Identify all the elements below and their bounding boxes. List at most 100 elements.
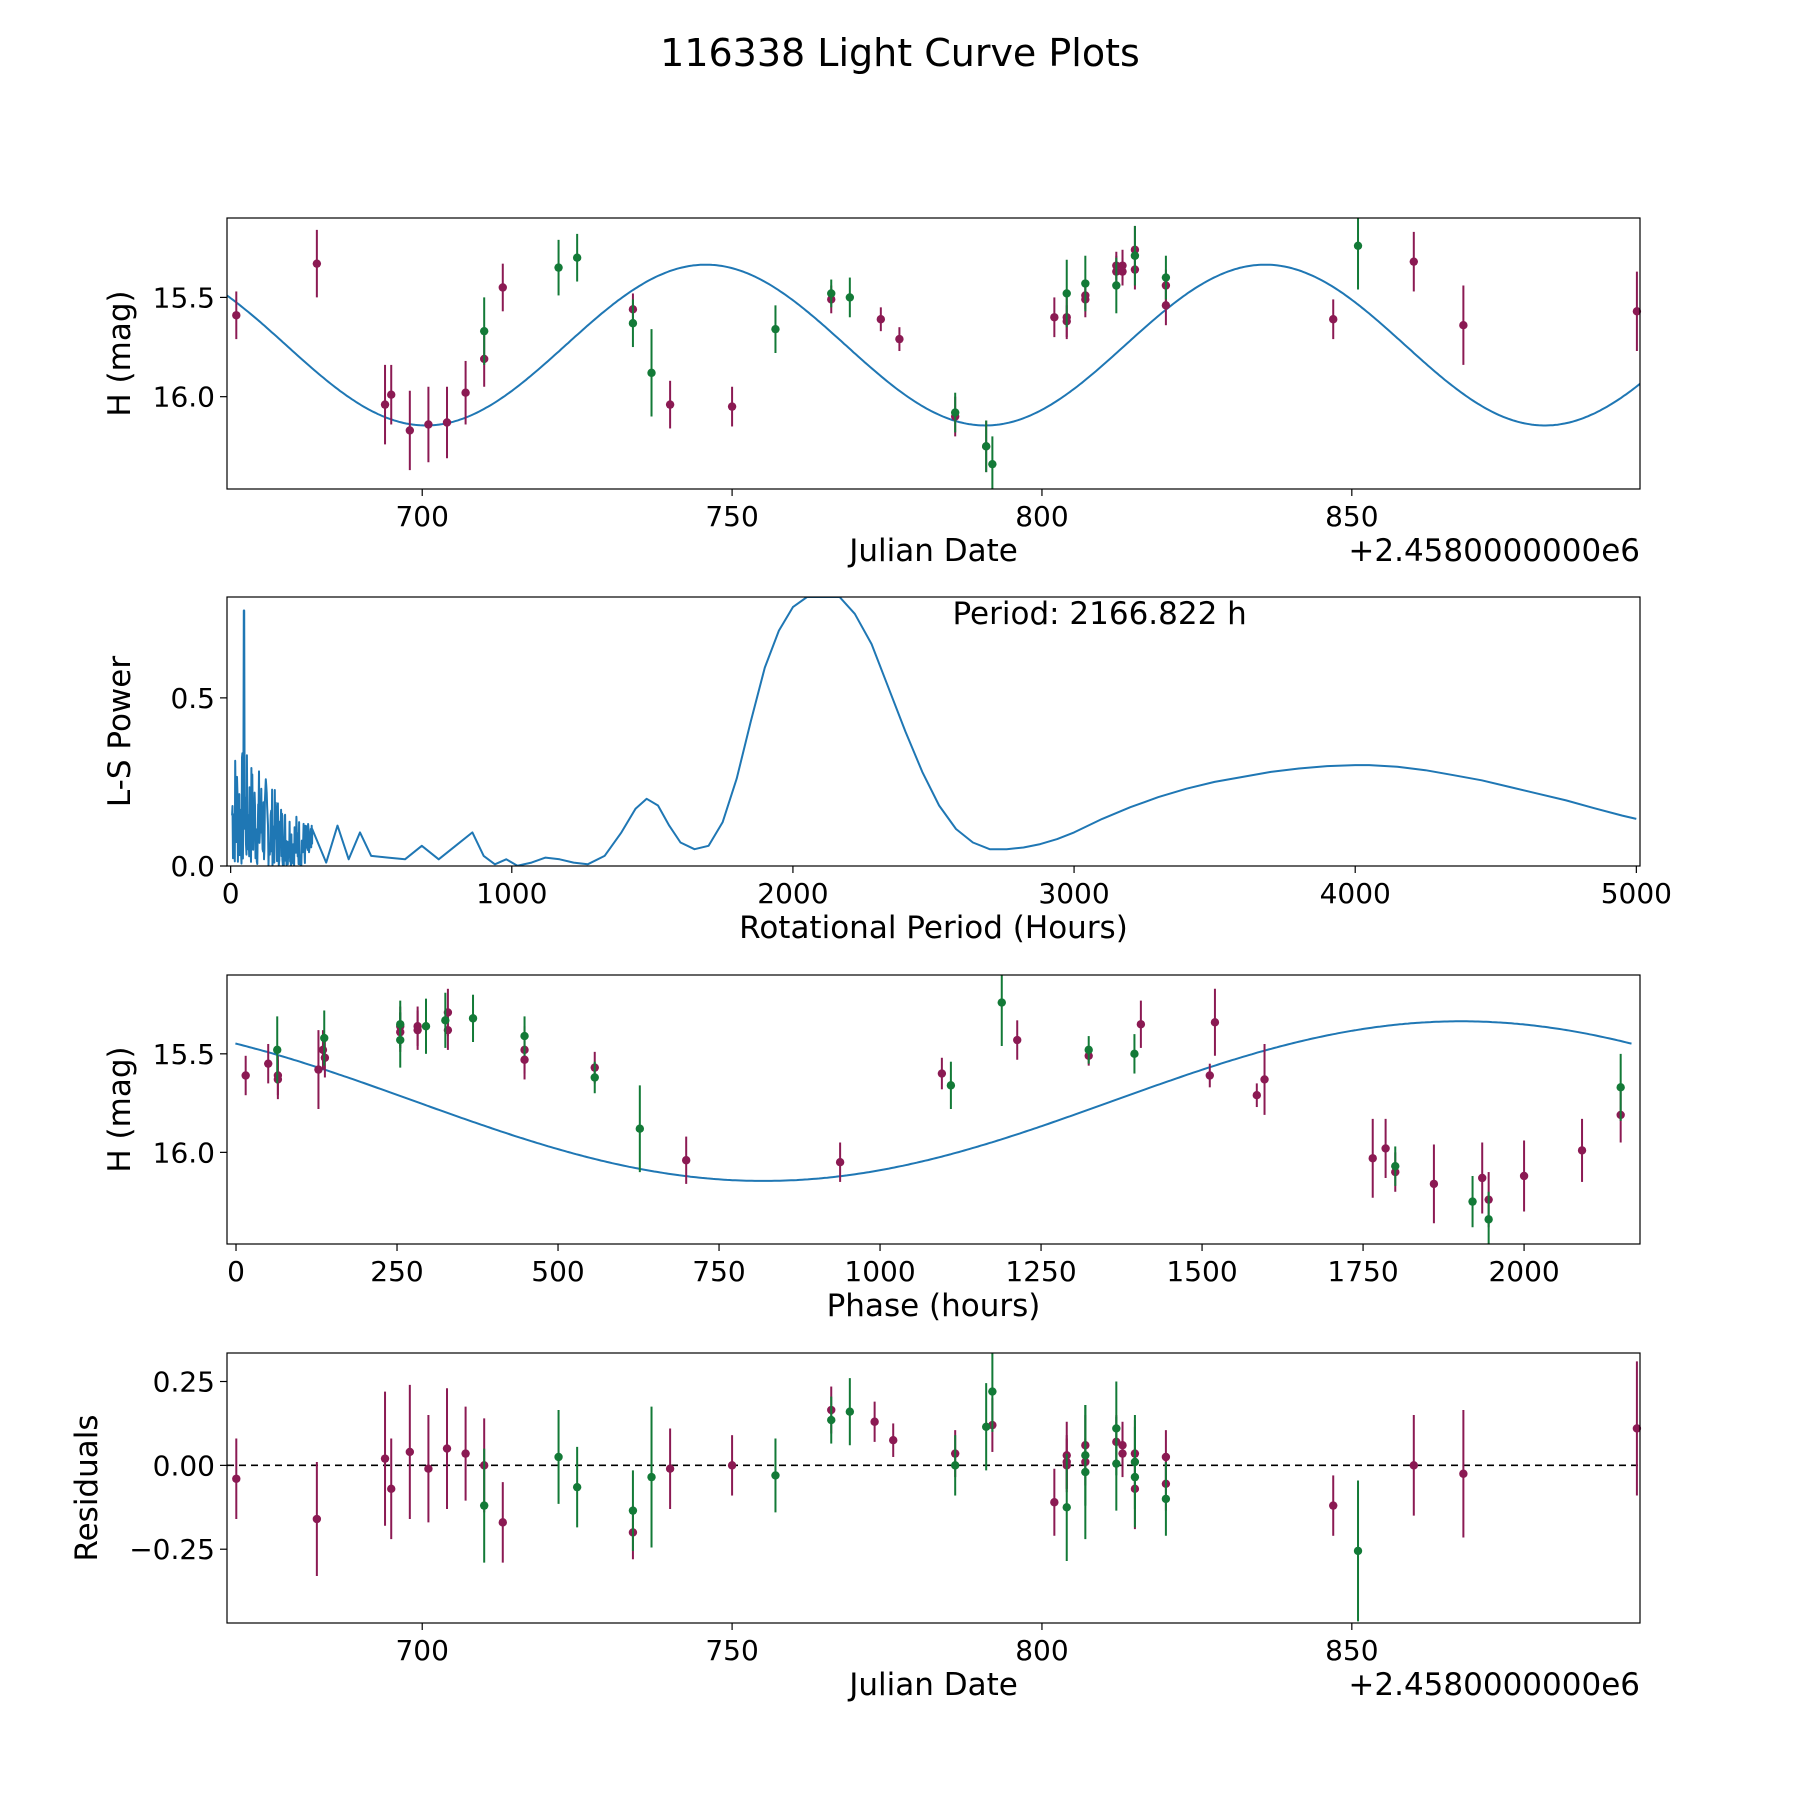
data-point bbox=[1468, 1197, 1477, 1206]
data-point bbox=[498, 1518, 507, 1527]
data-point bbox=[1084, 1045, 1093, 1055]
data-point bbox=[1130, 251, 1140, 260]
residuals-panel: 700 750 800 850 0.25 0.00 −0.25 Julian Date Resi… bbox=[69, 1352, 1642, 1703]
y-tick-label: 0.5 bbox=[170, 682, 215, 715]
data-point bbox=[1136, 1020, 1146, 1029]
x-tick-label: 700 bbox=[395, 500, 448, 533]
data-point bbox=[845, 293, 855, 302]
series-magenta bbox=[241, 988, 1625, 1228]
data-point bbox=[1429, 1179, 1439, 1189]
data-point bbox=[1381, 1144, 1390, 1153]
power-curve bbox=[231, 597, 1637, 866]
data-point bbox=[405, 1447, 415, 1457]
y-axis-label: Residuals bbox=[69, 1414, 105, 1561]
data-point bbox=[1353, 1546, 1363, 1556]
data-point bbox=[520, 1055, 529, 1064]
y-tick-label: 0.00 bbox=[153, 1449, 215, 1482]
data-point bbox=[1329, 1501, 1338, 1510]
data-point bbox=[988, 1387, 997, 1396]
series-green bbox=[273, 975, 1625, 1244]
x-tick-label: 850 bbox=[1325, 500, 1378, 533]
series-magenta bbox=[232, 225, 1642, 473]
plot-frame bbox=[226, 1352, 1641, 1624]
x-tick-label: 750 bbox=[705, 500, 758, 533]
data-point bbox=[1329, 315, 1338, 324]
data-point bbox=[1632, 307, 1642, 316]
data-point bbox=[468, 1014, 478, 1023]
data-point bbox=[380, 400, 390, 409]
data-point bbox=[1459, 321, 1468, 330]
data-point bbox=[981, 442, 991, 451]
y-axis-label: H (mag) bbox=[102, 290, 138, 416]
data-point bbox=[1409, 257, 1418, 266]
lightcurve-panel: 700 750 800 850 15.5 16.0 Julian Date H (mag) +2… bbox=[102, 217, 1642, 569]
data-point bbox=[628, 1506, 638, 1515]
data-point bbox=[442, 1444, 452, 1453]
period-annotation: Period: 2166.822 h bbox=[952, 596, 1246, 632]
data-point bbox=[937, 1069, 947, 1078]
y-tick-label: 0.25 bbox=[153, 1366, 215, 1399]
data-point bbox=[264, 1059, 273, 1068]
data-point bbox=[647, 368, 656, 378]
x-tick-label: 0 bbox=[222, 877, 240, 910]
data-point bbox=[665, 400, 675, 409]
x-tick-label: 700 bbox=[395, 1634, 448, 1667]
data-point bbox=[421, 1022, 431, 1031]
data-point bbox=[988, 459, 997, 469]
data-point bbox=[1205, 1071, 1214, 1080]
data-point bbox=[442, 418, 452, 427]
data-point bbox=[1252, 1091, 1262, 1100]
data-point bbox=[1459, 1469, 1468, 1478]
y-tick-label: 15.5 bbox=[153, 1038, 215, 1071]
data-point bbox=[424, 1464, 433, 1473]
x-axis-label: Julian Date bbox=[847, 533, 1018, 569]
data-point bbox=[572, 1482, 582, 1492]
data-point bbox=[889, 1436, 898, 1445]
plot-frame bbox=[226, 596, 1641, 867]
data-point bbox=[827, 289, 836, 298]
data-point bbox=[1260, 1075, 1269, 1084]
data-point bbox=[628, 319, 638, 328]
data-point bbox=[981, 1422, 991, 1431]
data-point bbox=[1210, 1018, 1220, 1027]
data-point bbox=[827, 1415, 836, 1425]
series-green bbox=[479, 1353, 1363, 1622]
x-axis-label: Julian Date bbox=[847, 1667, 1018, 1703]
data-point bbox=[1519, 1171, 1529, 1181]
data-point bbox=[461, 1449, 470, 1458]
data-point bbox=[424, 420, 433, 429]
data-point bbox=[387, 1484, 396, 1494]
plot-frame bbox=[226, 974, 1641, 1245]
x-tick-label: 3000 bbox=[1038, 877, 1109, 910]
data-point bbox=[771, 324, 780, 334]
x-tick-label: 750 bbox=[705, 1634, 758, 1667]
y-axis-label: H (mag) bbox=[102, 1046, 138, 1172]
data-point bbox=[241, 1071, 250, 1080]
x-tick-label: 1750 bbox=[1327, 1255, 1398, 1288]
series-magenta bbox=[232, 1361, 1642, 1577]
data-point bbox=[232, 311, 241, 320]
data-point bbox=[312, 259, 322, 268]
data-point bbox=[1632, 1424, 1642, 1433]
x-tick-label: 500 bbox=[531, 1255, 584, 1288]
series-green bbox=[479, 218, 1363, 489]
data-point bbox=[1081, 279, 1090, 288]
data-point bbox=[380, 1454, 390, 1463]
axis-offset-label: +2.4580000000e6 bbox=[1348, 533, 1640, 569]
data-point bbox=[771, 1471, 780, 1480]
x-tick-label: 2000 bbox=[757, 877, 828, 910]
data-point bbox=[320, 1033, 329, 1043]
data-point bbox=[441, 1016, 450, 1025]
data-point bbox=[1161, 1494, 1171, 1504]
data-point bbox=[1616, 1083, 1625, 1092]
x-tick-label: 1000 bbox=[844, 1255, 915, 1288]
data-point bbox=[1118, 261, 1127, 270]
y-tick-label: 16.0 bbox=[153, 1136, 215, 1169]
data-point bbox=[1112, 281, 1121, 290]
data-point bbox=[1353, 241, 1363, 250]
data-point bbox=[1118, 1449, 1127, 1458]
data-point bbox=[387, 390, 396, 399]
data-point bbox=[312, 1514, 322, 1524]
data-point bbox=[1391, 1161, 1400, 1171]
